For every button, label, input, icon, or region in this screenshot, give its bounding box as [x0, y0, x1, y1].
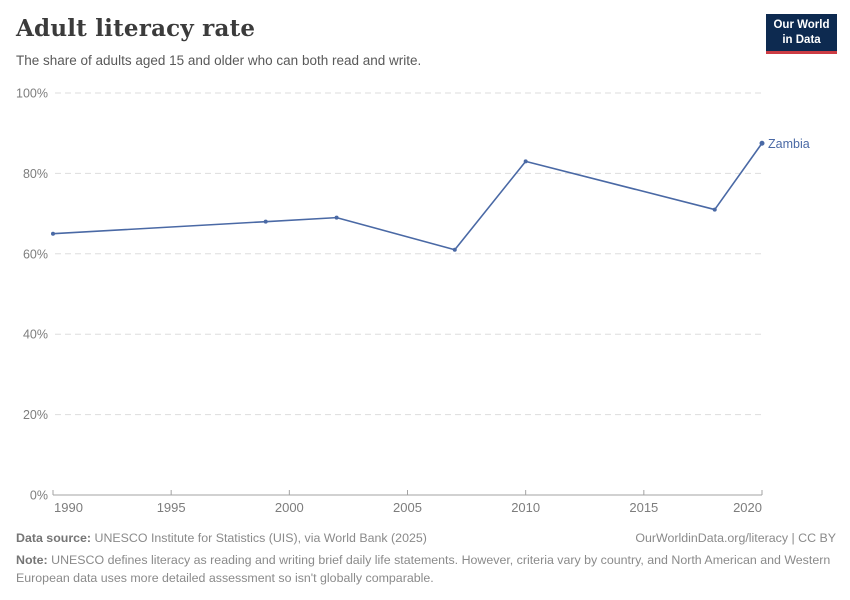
owid-logo[interactable]: Our World in Data [766, 14, 837, 55]
data-point [759, 140, 765, 146]
x-axis-tick-label: 2010 [511, 500, 540, 515]
data-point [51, 231, 55, 236]
y-axis-tick-label: 100% [16, 87, 48, 101]
x-axis-tick-label: 1995 [157, 500, 186, 515]
owid-license-link[interactable]: OurWorldinData.org/literacy | CC BY [635, 531, 836, 545]
data-point [712, 207, 717, 212]
line-chart: 0% 20% 40% 60% 80% 100% 1990 1995 2000 2005 2010 20… [16, 87, 810, 516]
y-axis-tick-label: 80% [23, 167, 48, 181]
x-axis-tick-label: 2015 [629, 500, 658, 515]
data-source-text: Data source: UNESCO Institute for Statis… [16, 531, 427, 545]
x-axis-tick-label: 2000 [275, 500, 304, 515]
y-axis-tick-label: 60% [23, 247, 48, 261]
x-axis-tick-label: 1990 [54, 500, 83, 515]
x-axis-tick-label: 2020 [733, 500, 762, 515]
owid-logo-line1: Our World [773, 19, 830, 31]
owid-logo-line2: in Data [782, 33, 821, 46]
data-point [523, 159, 528, 164]
footer-note: Note: UNESCO defines literacy as reading… [16, 553, 831, 585]
y-axis-tick-label: 20% [23, 408, 48, 422]
x-axis-tick-label: 2005 [393, 500, 422, 515]
footer-source-row: Data source: UNESCO Institute for Statis… [16, 531, 836, 545]
data-point [452, 247, 457, 252]
note-label: Note: [16, 553, 48, 567]
series-label: Zambia [768, 137, 810, 151]
series-line [52, 142, 763, 251]
data-point [263, 219, 268, 224]
data-point [334, 215, 339, 220]
chart-subtitle: The share of adults aged 15 and older wh… [16, 53, 422, 68]
y-axis-tick-label: 0% [30, 489, 48, 503]
y-axis-tick-label: 40% [23, 328, 48, 342]
data-source-label: Data source: [16, 531, 92, 545]
chart-footer: Data source: UNESCO Institute for Statis… [16, 531, 836, 587]
page-title: Adult literacy rate [16, 15, 256, 42]
